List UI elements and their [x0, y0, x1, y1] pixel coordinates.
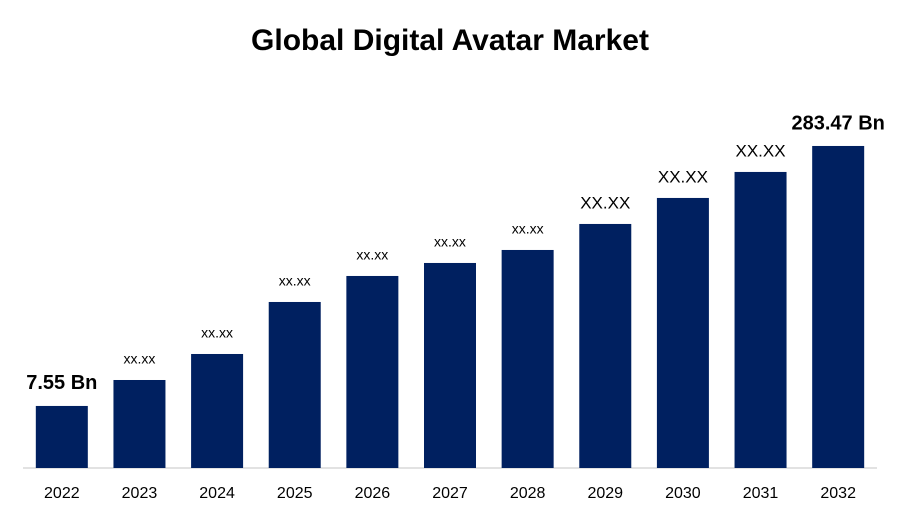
value-label: XX.XX	[580, 193, 630, 212]
bar	[35, 405, 88, 468]
x-tick-label: 2025	[277, 485, 313, 502]
bar	[424, 262, 476, 468]
value-label: xx.xx	[512, 221, 544, 237]
value-label: 283.47 Bn	[791, 112, 884, 134]
value-label: xx.xx	[201, 325, 233, 341]
x-tick-label: 2029	[587, 485, 623, 502]
x-tick-label: 2032	[820, 485, 856, 502]
x-tick-label: 2022	[44, 485, 80, 502]
x-tick-label: 2030	[665, 485, 701, 502]
bar	[734, 171, 787, 469]
bar	[268, 301, 321, 468]
bar	[812, 145, 865, 468]
x-tick-label: 2027	[432, 485, 468, 502]
x-tick-label: 2023	[122, 485, 158, 502]
value-label: 7.55 Bn	[26, 372, 97, 394]
value-label: xx.xx	[356, 247, 388, 263]
x-tick-label: 2024	[199, 485, 235, 502]
x-tick-label: 2026	[355, 485, 391, 502]
bar	[346, 275, 399, 468]
bar	[501, 249, 554, 468]
bar	[579, 223, 632, 468]
value-label: XX.XX	[735, 141, 785, 160]
value-label: XX.XX	[658, 167, 708, 186]
bar	[656, 197, 709, 468]
value-label: xx.xx	[434, 234, 466, 250]
value-label: xx.xx	[279, 273, 311, 289]
x-tick-label: 2028	[510, 485, 546, 502]
bar	[113, 379, 166, 468]
x-tick-label: 2031	[743, 485, 779, 502]
chart-title: Global Digital Avatar Market	[251, 24, 649, 57]
value-label: xx.xx	[124, 351, 156, 367]
bar	[191, 353, 244, 468]
